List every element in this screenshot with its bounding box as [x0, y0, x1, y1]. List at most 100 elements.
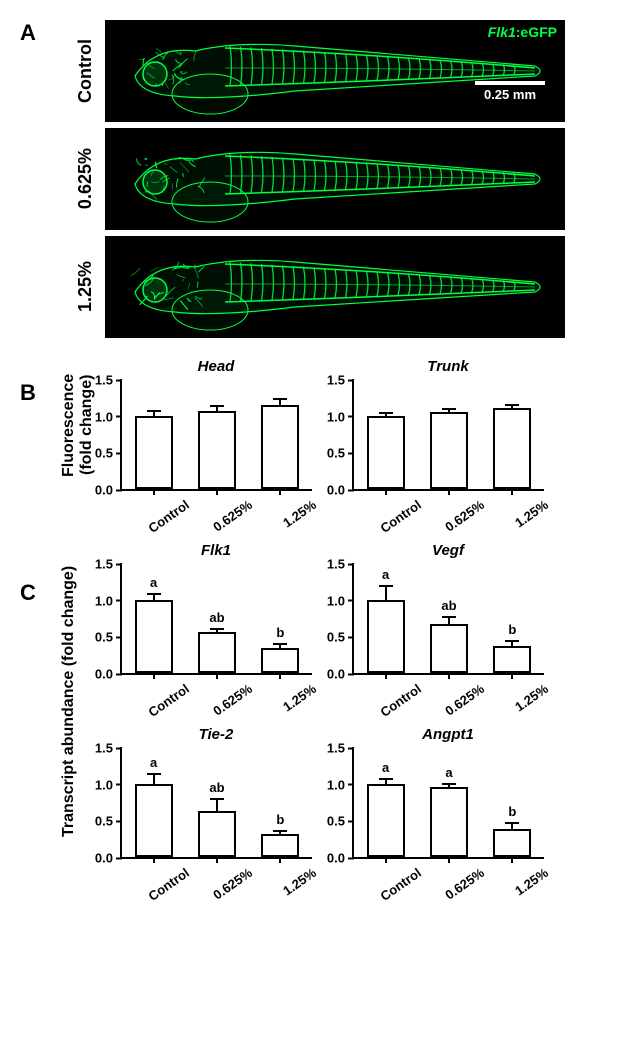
x-label: 0.625% [195, 865, 255, 914]
bar [198, 632, 236, 673]
bar-group: ab [185, 632, 248, 673]
chart-title: Tie-2 [120, 726, 312, 743]
ytick: 1.5 [327, 557, 354, 572]
ytick: 1.5 [327, 373, 354, 388]
significance-letter: a [150, 755, 157, 770]
significance-letter: ab [209, 780, 224, 795]
significance-letter: ab [441, 598, 456, 613]
condition-label: Control [75, 39, 105, 103]
scalebar: 0.25 mm [475, 81, 545, 102]
bar [135, 784, 173, 857]
bar [367, 416, 405, 489]
ytick: 0.5 [95, 446, 122, 461]
micrograph [105, 128, 565, 230]
error-cap [273, 830, 287, 832]
error-cap [273, 643, 287, 645]
error-cap [379, 412, 393, 414]
x-label: Control [131, 865, 191, 914]
bar [493, 408, 531, 489]
panel-c-charts-row2: Tie-20.00.51.01.5aabbControl0.625%1.25%A… [120, 726, 599, 880]
bar-group: a [354, 784, 417, 857]
error-cap [505, 640, 519, 642]
significance-letter: a [445, 765, 452, 780]
xtick [385, 857, 387, 863]
bar [430, 412, 468, 489]
error-cap [273, 398, 287, 400]
xtick [511, 673, 513, 679]
xtick [385, 673, 387, 679]
x-label: Control [131, 497, 191, 546]
bar-chart: Head 0.00.51.01.5 Control0.625%1.25% [120, 358, 312, 512]
bar-group: a [122, 600, 185, 673]
ytick: 1.0 [327, 777, 354, 792]
bars [122, 379, 312, 489]
panel-b-charts: Head 0.00.51.01.5 Control0.625%1.25% Trunk0… [120, 358, 599, 512]
x-labels: Control0.625%1.25% [120, 681, 310, 696]
x-labels: Control0.625%1.25% [352, 681, 542, 696]
significance-letter: a [382, 760, 389, 775]
ytick: 1.5 [95, 741, 122, 756]
error-cap [147, 593, 161, 595]
ytick: 0.0 [95, 667, 122, 682]
significance-letter: a [382, 567, 389, 582]
bar-group [249, 405, 312, 489]
significance-letter: b [508, 622, 516, 637]
x-label: 1.25% [258, 681, 318, 730]
marker-label: Flk1:eGFP [488, 24, 557, 40]
bar [261, 648, 299, 673]
chart-title: Vegf [352, 542, 544, 559]
chart-title: Flk1 [120, 542, 312, 559]
bar-group: b [481, 646, 544, 673]
plot-area: 0.00.51.01.5 [120, 379, 312, 491]
bar [261, 405, 299, 489]
xtick [216, 673, 218, 679]
xtick [385, 489, 387, 495]
micrograph: Flk1:eGFP 0.25 mm [105, 20, 565, 122]
xtick [448, 489, 450, 495]
xtick [216, 857, 218, 863]
error-cap [210, 798, 224, 800]
x-label: 0.625% [195, 497, 255, 546]
bars: aab [354, 747, 544, 857]
xtick [448, 673, 450, 679]
bar-group [185, 411, 248, 489]
x-label: 1.25% [258, 497, 318, 546]
ytick: 1.5 [95, 373, 122, 388]
bar [135, 600, 173, 673]
error-cap [505, 404, 519, 406]
ytick: 0.5 [327, 446, 354, 461]
plot-area: 0.00.51.01.5aab [352, 747, 544, 859]
plot-area: 0.00.51.01.5aabb [120, 563, 312, 675]
error-cap [442, 783, 456, 785]
x-label: Control [363, 681, 423, 730]
bar-group: b [481, 829, 544, 857]
condition-label: 0.625% [75, 148, 105, 209]
x-label: 1.25% [490, 681, 550, 730]
bar-chart: Trunk0.00.51.01.5Control0.625%1.25% [352, 358, 544, 512]
bar [493, 829, 531, 857]
x-labels: Control0.625%1.25% [120, 497, 310, 512]
error-bar [216, 799, 218, 811]
x-labels: Control0.625%1.25% [352, 865, 542, 880]
x-label: 0.625% [427, 681, 487, 730]
bar [261, 834, 299, 857]
error-cap [379, 778, 393, 780]
significance-letter: b [508, 804, 516, 819]
error-bar [385, 586, 387, 599]
bar [430, 787, 468, 857]
condition-label: 1.25% [75, 261, 105, 312]
significance-letter: ab [209, 610, 224, 625]
error-cap [210, 628, 224, 630]
xtick [153, 857, 155, 863]
chart-title: Head [120, 358, 312, 375]
bar-chart: Vegf0.00.51.01.5aabbControl0.625%1.25% [352, 542, 544, 696]
micrograph-row: Control Flk1:eGFP 0.25 mm [75, 20, 599, 122]
x-label: 1.25% [490, 497, 550, 546]
plot-area: 0.00.51.01.5aabb [352, 563, 544, 675]
significance-letter: a [150, 575, 157, 590]
error-cap [379, 585, 393, 587]
error-cap [147, 410, 161, 412]
plot-area: 0.00.51.01.5aabb [120, 747, 312, 859]
x-label: Control [363, 497, 423, 546]
panel-b-yaxis: Fluorescence(fold change) [60, 365, 96, 485]
